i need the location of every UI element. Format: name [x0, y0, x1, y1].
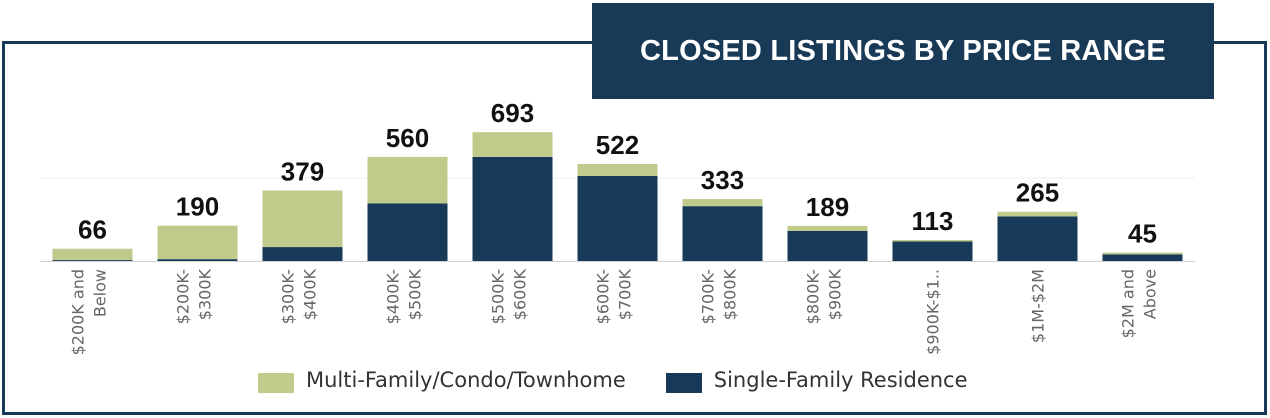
category-label-line-6-1: $800K — [721, 269, 740, 321]
category-label-line-0-0: $200K and — [69, 269, 88, 355]
legend-label-multi-family: Multi-Family/Condo/Townhome — [306, 368, 626, 392]
category-label-line-3-1: $500K — [406, 269, 425, 321]
data-label-3: 560 — [386, 123, 429, 153]
category-label-1: $200K- $300K — [174, 269, 215, 325]
chart-title: CLOSED LISTINGS BY PRICE RANGE — [640, 34, 1166, 67]
category-label-line-9-0: $1M-$2M — [1029, 269, 1048, 343]
category-label-10: $2M and Above — [1119, 269, 1160, 338]
bar-multi-family-8 — [892, 239, 973, 242]
category-label-line-5-1: $700K — [616, 269, 635, 321]
data-label-2: 379 — [281, 157, 324, 187]
category-label-line-5-0: $600K- — [594, 269, 613, 324]
category-label-line-6-0: $700K- — [699, 269, 718, 324]
bar-multi-family-0 — [52, 248, 133, 261]
bar-multi-family-6 — [682, 199, 763, 207]
category-label-line-2-0: $300K- — [279, 269, 298, 324]
category-label-0: $200K and Below — [69, 269, 110, 355]
legend-label-single-family: Single-Family Residence — [713, 368, 968, 392]
bar-multi-family-3 — [367, 156, 448, 204]
legend-item-multi-family: Multi-Family/Condo/Townhome — [258, 368, 626, 393]
category-label-5: $600K- $700K — [594, 269, 635, 325]
data-label-4: 693 — [491, 98, 534, 128]
bar-single-family-7 — [787, 230, 868, 261]
bar-single-family-5 — [577, 175, 658, 261]
category-label-line-8-0: $900K-$1.. — [924, 269, 943, 355]
data-label-9: 265 — [1016, 178, 1059, 208]
category-label-line-4-1: $600K — [511, 269, 530, 321]
category-label-line-1-1: $300K — [196, 269, 215, 321]
bar-single-family-0 — [52, 260, 133, 261]
category-label-line-10-0: $2M and — [1119, 269, 1138, 338]
bar-multi-family-7 — [787, 225, 868, 231]
data-label-7: 189 — [806, 192, 849, 222]
category-label-line-1-0: $200K- — [174, 269, 193, 324]
category-label-2: $300K- $400K — [279, 269, 320, 325]
title-banner: CLOSED LISTINGS BY PRICE RANGE — [592, 3, 1214, 99]
data-label-1: 190 — [176, 192, 219, 222]
category-label-line-10-1: Above — [1141, 269, 1160, 319]
category-label-7: $800K- $900K — [804, 269, 845, 325]
legend-swatch-multi-family — [258, 373, 294, 393]
bar-multi-family-10 — [1102, 252, 1183, 255]
bar-single-family-9 — [997, 216, 1078, 261]
bar-multi-family-4 — [472, 132, 553, 157]
legend: Multi-Family/Condo/Townhome Single-Famil… — [258, 368, 968, 393]
legend-swatch-single-family — [665, 373, 702, 393]
category-label-6: $700K- $800K — [699, 269, 740, 325]
bar-single-family-8 — [892, 241, 973, 261]
data-label-8: 113 — [912, 206, 954, 236]
bar-single-family-6 — [682, 206, 763, 261]
category-label-9: $1M-$2M — [1029, 269, 1048, 343]
data-label-5: 522 — [596, 130, 639, 160]
bar-multi-family-2 — [262, 190, 343, 248]
category-label-line-7-1: $900K — [826, 269, 845, 321]
category-label-line-3-0: $400K- — [384, 269, 403, 324]
category-label-line-7-0: $800K- — [804, 269, 823, 324]
category-label-line-0-1: Below — [91, 269, 110, 317]
bar-single-family-10 — [1102, 254, 1183, 261]
data-label-0: 66 — [78, 215, 107, 245]
legend-item-single-family: Single-Family Residence — [665, 368, 968, 393]
category-label-8: $900K-$1.. — [924, 269, 943, 355]
bar-multi-family-5 — [577, 163, 658, 176]
data-label-6: 333 — [701, 165, 744, 195]
category-label-3: $400K- $500K — [384, 269, 425, 325]
category-label-line-4-0: $500K- — [489, 269, 508, 324]
bar-single-family-1 — [157, 259, 238, 261]
bar-single-family-3 — [367, 203, 448, 261]
category-label-4: $500K- $600K — [489, 269, 530, 325]
bar-multi-family-9 — [997, 211, 1078, 217]
category-label-line-2-1: $400K — [301, 269, 320, 321]
bar-single-family-2 — [262, 247, 343, 261]
bar-multi-family-1 — [157, 225, 238, 260]
bar-single-family-4 — [472, 156, 553, 261]
data-label-10: 45 — [1128, 219, 1157, 249]
